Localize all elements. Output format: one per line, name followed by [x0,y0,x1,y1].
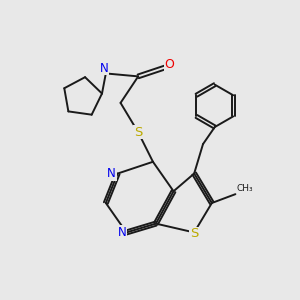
Text: CH₃: CH₃ [237,184,253,193]
Text: N: N [100,61,109,75]
Text: N: N [107,167,116,180]
Text: N: N [118,226,126,239]
Text: S: S [190,227,198,240]
Text: S: S [134,126,142,139]
Text: O: O [164,58,174,71]
